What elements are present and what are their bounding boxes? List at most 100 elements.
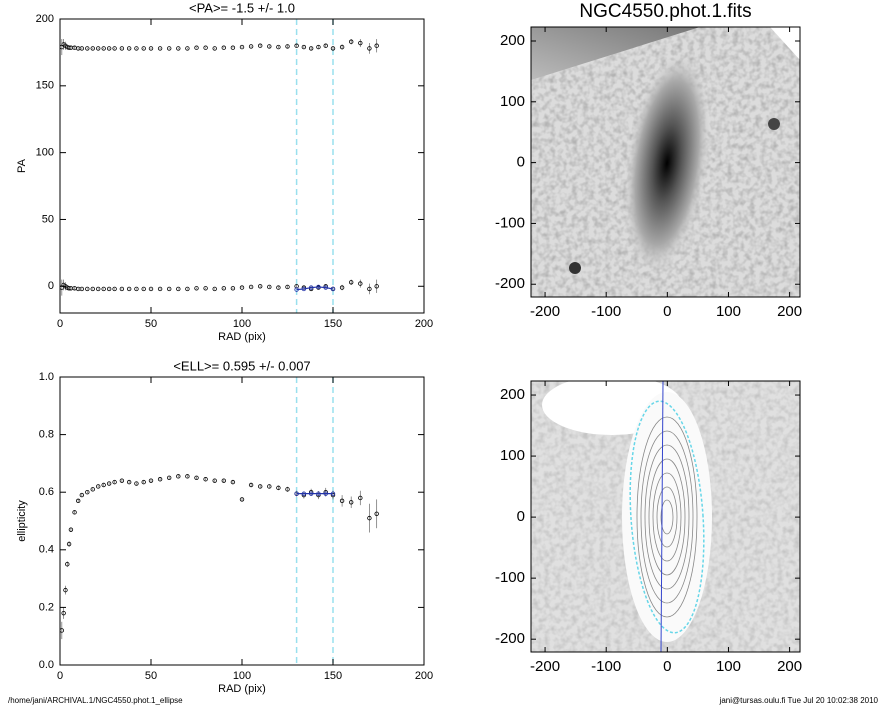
data-point [285,284,290,290]
data-point [101,286,106,292]
y-tick-label: 0.0 [39,659,54,671]
data-point [134,286,139,292]
data-point [358,495,363,501]
data-point [367,515,372,521]
data-point [258,43,263,48]
data-point [66,541,72,547]
data-point [68,527,74,532]
data-point [85,490,90,495]
x-tick-label: 200 [777,658,802,675]
residual-image [531,381,800,652]
data-point [126,479,132,485]
data-point [166,46,172,51]
data-point [339,44,345,50]
x-tick-label: 50 [145,318,157,330]
data-point [374,511,379,516]
data-point [276,44,281,50]
x-tick-label: -200 [530,658,560,675]
x-tick-label: 0 [663,303,671,320]
data-point [141,46,146,51]
data-point [374,284,379,289]
y-tick-label: 200 [500,386,525,403]
data-point [134,46,139,51]
data-point [203,477,208,482]
data-point [294,491,299,496]
x-tick-label: 200 [415,670,433,682]
y-tick-label: 100 [500,447,525,464]
data-point [134,481,139,486]
y-tick-label: 0.2 [39,601,54,613]
data-point [323,491,328,496]
data-point [349,500,354,505]
y-tick-label: -100 [495,214,525,231]
plot-frame [59,18,425,314]
plot-frame [530,380,801,653]
plot-frame [530,26,801,298]
data-point [212,478,217,483]
data-point [119,46,125,51]
data-point [157,46,163,51]
data-point [367,286,372,292]
data-point [194,45,199,50]
y-tick-label: 0.4 [39,544,54,556]
y-axis-label: PA [16,158,28,173]
data-point [90,487,95,492]
data-point [79,286,85,292]
data-point [148,46,154,51]
data-point [308,491,314,496]
x-tick-label: 50 [145,670,157,682]
data-point [301,491,307,496]
data-point [101,46,106,51]
x-tick-label: 200 [777,303,802,320]
data-point [176,286,181,292]
data-point [75,498,81,504]
x-tick-label: 100 [716,303,741,320]
data-point [101,482,106,488]
data-point [194,286,199,291]
y-tick-label: -200 [495,275,525,292]
data-point [203,45,208,50]
y-tick-label: 1.0 [39,371,54,383]
data-point [285,44,290,49]
data-point [141,479,146,485]
data-point [90,46,95,51]
data-point [61,610,66,616]
x-tick-label: -100 [591,303,621,320]
x-tick-label: 200 [415,318,433,330]
data-point [106,46,112,51]
data-point [308,46,314,51]
data-point [141,286,146,292]
data-point [112,286,117,292]
data-point [157,477,163,482]
x-tick-label: 0 [663,658,671,675]
data-point [230,45,236,50]
data-point [166,475,172,480]
data-point [203,286,208,291]
chart-title: <ELL>= 0.595 +/- 0.007 [173,358,310,373]
data-point [194,475,199,480]
data-point [112,479,117,485]
data-point [339,498,345,504]
data-point [258,484,263,489]
data-point [85,46,90,51]
y-tick-label: 100 [36,147,54,159]
data-point [112,46,117,51]
data-point [185,46,190,51]
data-point [72,510,77,515]
data-point [176,474,181,479]
data-point [79,492,85,498]
data-point [316,491,321,496]
data-point [212,286,217,292]
data-point [248,482,254,488]
data-point [349,39,354,44]
data-point [339,285,345,290]
y-tick-label: 0 [517,508,525,525]
data-point [323,285,328,290]
data-point [367,46,372,51]
data-point [301,44,307,50]
data-point [267,44,272,49]
data-point [212,46,217,51]
data-point [119,286,125,292]
x-axis-label: RAD (pix) [218,683,266,695]
data-point [126,46,132,51]
